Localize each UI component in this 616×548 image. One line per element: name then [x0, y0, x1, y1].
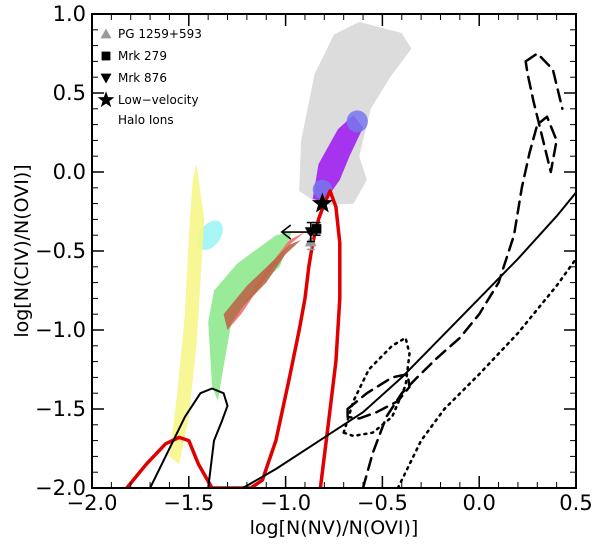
legend-marker — [97, 91, 115, 108]
x-tick-label: −0.5 — [357, 491, 408, 515]
data-point — [311, 224, 322, 234]
legend-label: PG 1259+593 — [118, 27, 202, 41]
legend-label: Low−velocity — [118, 93, 199, 107]
y-tick-label: −2.0 — [35, 476, 86, 500]
legend-item: Low−velocity Halo Ions — [97, 91, 199, 127]
upper-limit-arrowhead — [280, 224, 292, 240]
region-magenta — [312, 115, 363, 202]
x-tick-label: −1.0 — [260, 491, 311, 515]
y-tick-label: 0.5 — [53, 81, 86, 105]
x-tick-label: −1.5 — [163, 491, 214, 515]
y-tick-label: 1.0 — [53, 2, 86, 26]
x-axis-label: log[N(NV)/N(OVI)] — [250, 517, 419, 539]
legend-marker — [100, 28, 112, 39]
legend-label: Halo Ions — [118, 113, 174, 127]
x-tick-label: 0.0 — [462, 491, 495, 515]
legend-marker — [100, 73, 112, 84]
curve-black-dashed-arc — [524, 52, 564, 111]
legend-item: Mrk 279 — [101, 49, 167, 63]
curve-black-dotted-loop — [342, 336, 411, 438]
region-brown — [223, 239, 302, 330]
y-tick-label: −1.0 — [35, 318, 86, 342]
model-curves — [125, 52, 576, 488]
y-tick-label: −0.5 — [35, 239, 86, 263]
data-point — [304, 227, 317, 239]
curve-black-dashed-loop — [346, 372, 411, 420]
x-tick-labels: −2.0 −1.5 −1.0 −0.5 0.0 0.5 — [67, 491, 593, 515]
legend-marker — [101, 51, 111, 61]
curve-black-solid-loop — [149, 387, 229, 488]
curve-black-dashed-curve — [361, 60, 558, 488]
region-red — [227, 232, 305, 330]
curve-black-dotted-curve — [396, 257, 576, 488]
x-tick-label: −2.0 — [67, 491, 118, 515]
region-blue-ellipse-top — [346, 110, 368, 133]
legend: PG 1259+593 Mrk 279 Mrk 876 Low−velocity Hal… — [97, 27, 202, 127]
y-tick-label: 0.0 — [53, 160, 86, 184]
curve-red-curve — [125, 189, 342, 488]
data-point — [311, 192, 333, 213]
y-axis-label: log[N(CIV)/N(OVI)] — [11, 164, 33, 337]
shaded-regions — [169, 21, 412, 465]
axis-ticks — [91, 13, 577, 489]
y-tick-labels: −2.0 −1.5 −1.0 −0.5 0.0 0.5 1.0 — [35, 2, 86, 500]
curve-black-solid-line — [242, 191, 576, 488]
legend-item: Mrk 876 — [100, 71, 167, 85]
legend-item: PG 1259+593 — [100, 27, 202, 41]
y-tick-label: −1.5 — [35, 397, 86, 421]
legend-label: Mrk 279 — [118, 49, 167, 63]
region-yellow — [169, 164, 205, 465]
x-tick-label: 0.5 — [559, 491, 592, 515]
data-points — [280, 192, 333, 251]
legend-label: Mrk 876 — [118, 71, 167, 85]
